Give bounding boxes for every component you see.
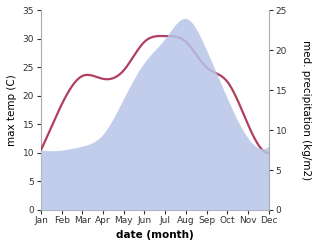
Y-axis label: max temp (C): max temp (C) xyxy=(7,74,17,146)
X-axis label: date (month): date (month) xyxy=(116,230,194,240)
Y-axis label: med. precipitation (kg/m2): med. precipitation (kg/m2) xyxy=(301,40,311,180)
